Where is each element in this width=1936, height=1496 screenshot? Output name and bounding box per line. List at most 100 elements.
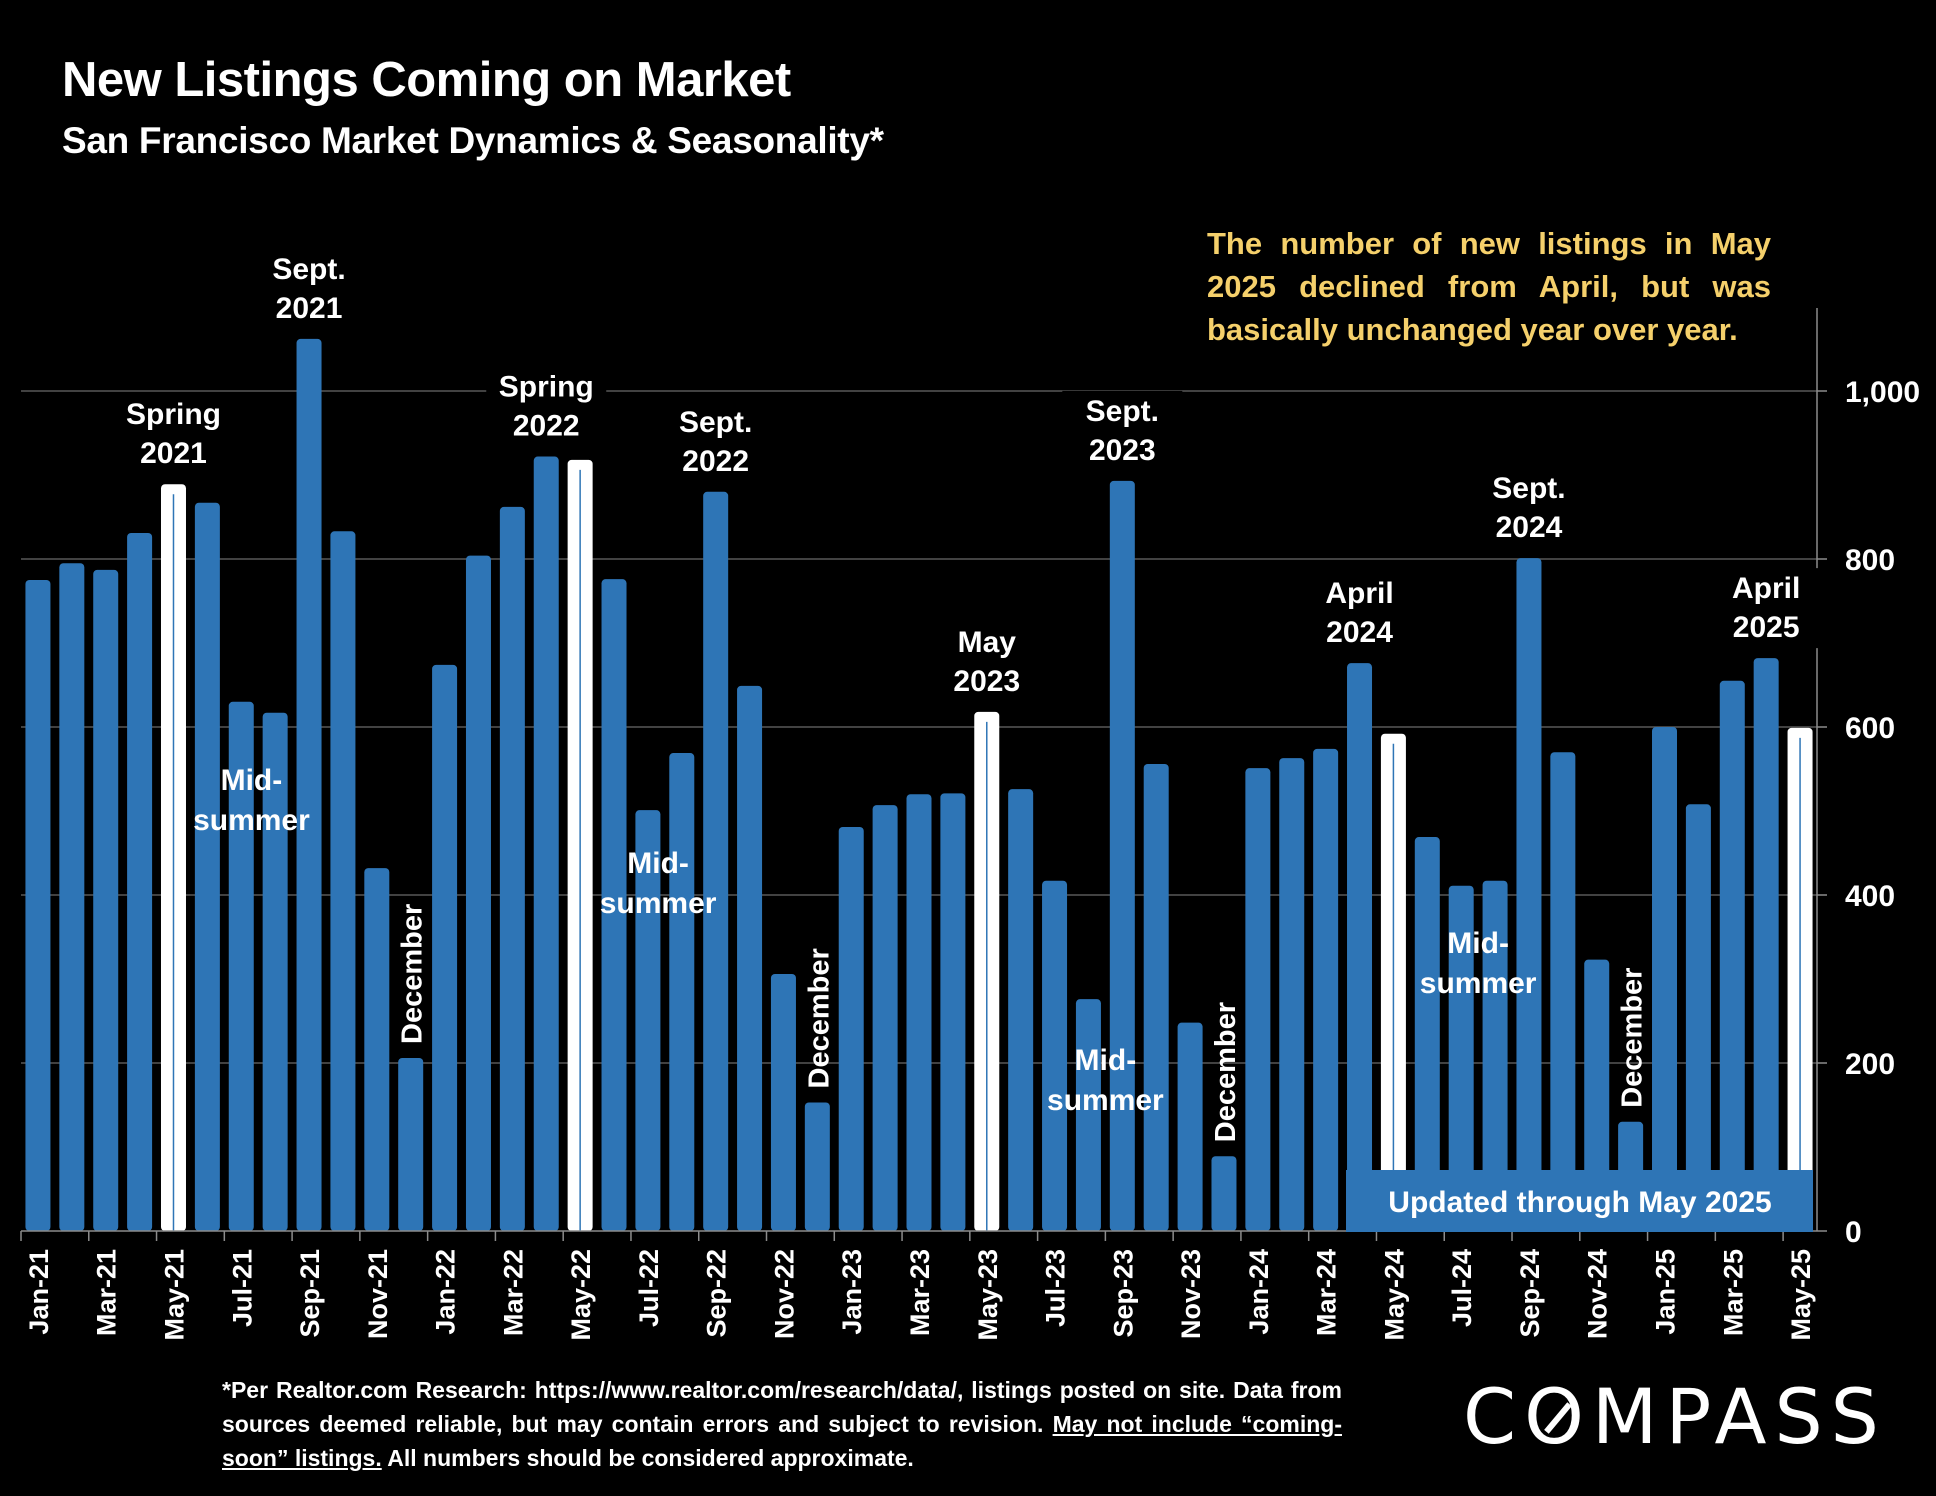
bar-Jul-22 [635,810,661,1231]
bar-Aug-21 [262,712,288,1231]
logo-letters: MPASS [1591,1372,1887,1461]
x-tick-label: Mar-24 [1312,1249,1342,1336]
x-tick-label: Nov-24 [1583,1249,1613,1339]
x-tick-label: Sep-22 [702,1249,732,1338]
x-tick-label: Jan-24 [1244,1249,1274,1335]
annotation-bg [249,248,370,329]
annotation-label: 2022 [513,410,580,443]
annotation-label: December [803,948,835,1088]
annotation-label: Spring [499,371,594,404]
bar-Jan-21 [25,580,51,1231]
annotation-label: 2023 [1089,434,1156,467]
annotation-label: Mid- [627,847,689,880]
y-tick-label: 400 [1845,880,1895,913]
annotation-bg [1299,573,1420,654]
bar-Oct-24 [1550,752,1576,1231]
x-tick-label: Jan-23 [837,1249,867,1335]
bars [25,338,1813,1232]
bar-Jul-24 [1448,885,1474,1231]
x-tick-label: Jan-22 [431,1249,461,1335]
annotation-label: 2024 [1326,616,1393,649]
bar-Jun-24 [1414,837,1440,1231]
bar-Nov-23 [1177,1022,1203,1231]
annotation-label: Mid- [221,764,283,797]
annotation-label: Mid- [1447,927,1509,960]
annotation-label: 2024 [1496,511,1563,544]
bar-Feb-24 [1279,758,1305,1231]
bar-Jul-23 [1042,880,1068,1231]
bar-Mar-23 [906,794,932,1231]
x-tick-label: Sep-24 [1515,1249,1545,1338]
x-tick-label: Jul-23 [1041,1249,1071,1327]
bar-Dec-22 [804,1102,830,1231]
bar-Feb-22 [465,555,491,1231]
x-tick-label: Jul-22 [634,1249,664,1327]
callout-text: The number of new listings in May 2025 d… [1207,226,1771,347]
annotation-bg [926,621,1047,702]
footnote-tail: All numbers should be considered approxi… [381,1445,914,1471]
annotation-bg [1062,390,1183,471]
annotation-label: December [397,904,429,1044]
compass-logo: COMPASS [1463,1372,1887,1461]
bar-Nov-21 [364,868,390,1231]
x-tick-label: Nov-22 [769,1249,799,1339]
x-tick-label: Jan-25 [1651,1249,1681,1335]
updated-badge-label: Updated through May 2025 [1388,1186,1771,1219]
annotations: Spring 2021 Sept. 2021 Mid-summer December Spr… [113,248,1827,1142]
annotation-label: 2022 [682,445,749,478]
annotation-label: December [1617,968,1649,1108]
bar-Oct-23 [1143,763,1169,1231]
bar-Sep-24 [1516,558,1542,1231]
annotation-label: Sept. [272,253,345,286]
chart-title: New Listings Coming on Market [62,53,791,107]
annotation-bg [1706,568,1827,649]
bar-Dec-23 [1211,1156,1237,1231]
annotation-label: May [958,626,1017,659]
x-tick-label: Nov-21 [363,1249,393,1339]
logo-letter: C [1463,1372,1525,1461]
x-tick-label: May-21 [159,1249,189,1341]
x-tick-label: May-25 [1786,1249,1816,1341]
bar-Jun-22 [601,579,627,1231]
bar-Dec-21 [398,1057,424,1231]
annotation-label: 2021 [140,437,207,470]
chart-subtitle: San Francisco Market Dynamics & Seasonal… [62,120,884,161]
y-tick-label: 0 [1845,1216,1862,1249]
bar-Sep-23 [1109,480,1135,1231]
bar-Feb-23 [872,805,898,1231]
annotation-label: summer [600,887,717,920]
bar-Jun-21 [194,502,220,1232]
x-tick-label: Mar-23 [905,1249,935,1336]
annotation-bg [1468,468,1589,549]
x-tick-label: Mar-21 [92,1249,122,1336]
annotation-label: summer [193,804,310,837]
y-tick-label: 600 [1845,712,1895,745]
bar-Mar-24 [1313,748,1339,1231]
y-tick-label: 200 [1845,1048,1895,1081]
annotation-label: summer [1420,967,1537,1000]
bar-Jan-24 [1245,768,1271,1231]
x-tick-label: May-23 [973,1249,1003,1341]
source-footnote: *Per Realtor.com Research: https://www.r… [222,1373,1342,1475]
x-tick-label: May-22 [566,1249,596,1341]
x-tick-label: Mar-25 [1718,1249,1748,1336]
axes: 0 200 400 600 800 1,000 Jan-21 Mar-21 May-21 Jul-… [20,308,1920,1341]
footnote-main: *Per Realtor.com Research: https://www.r… [222,1377,1342,1437]
x-tick-label: Mar-22 [498,1249,528,1336]
bar-Jan-23 [838,826,864,1231]
annotation-label: Mid- [1075,1044,1137,1077]
bar-Apr-25 [1753,658,1779,1231]
updated-badge-group: Updated through May 2025 [1346,1170,1813,1232]
annotation-label: April [1732,572,1800,605]
logo-o-slash-icon: O [1524,1372,1592,1461]
bar-Jul-21 [228,701,254,1231]
annotation-label: Sept. [679,406,752,439]
bar-Jun-23 [1008,789,1034,1231]
bar-Aug-24 [1482,880,1508,1231]
bar-Nov-22 [770,973,796,1231]
bar-Apr-24 [1347,663,1373,1231]
annotation-label: 2025 [1733,611,1800,644]
annotation-label: Sept. [1492,472,1565,505]
annotation-label: 2021 [276,292,343,325]
